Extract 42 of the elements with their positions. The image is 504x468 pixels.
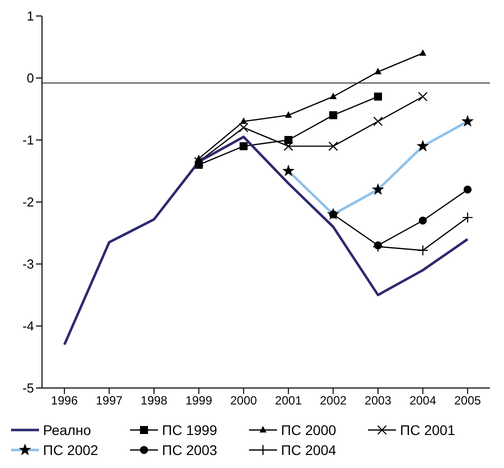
- y-tick-label: 1: [26, 8, 34, 24]
- legend-label: ПС 1999: [162, 422, 218, 438]
- point: [194, 160, 203, 169]
- point: [373, 116, 383, 126]
- x-tick-label: 2004: [409, 394, 436, 408]
- point: [418, 216, 427, 225]
- point: [418, 92, 428, 102]
- x-tick-label: 1999: [185, 394, 212, 408]
- x-tick-label: 2000: [230, 394, 258, 408]
- legend-label: ПС 2002: [43, 442, 98, 458]
- point: [464, 186, 472, 194]
- legend-label: ПС 2003: [162, 442, 218, 458]
- x-tick-label: 2002: [320, 394, 347, 408]
- x-tick-label: 2005: [454, 394, 482, 408]
- point: [330, 92, 337, 100]
- x-tick-label: 1998: [140, 394, 168, 408]
- y-tick-label: -3: [22, 256, 34, 272]
- point: [374, 92, 382, 101]
- x-tick-label: 2003: [364, 394, 392, 408]
- y-tick-label: -1: [22, 132, 34, 148]
- y-tick-label: -2: [22, 194, 34, 210]
- point: [284, 111, 292, 118]
- y-tick-label: -4: [22, 318, 34, 334]
- legend-label: ПС 2004: [281, 442, 336, 458]
- y-tick-label: -5: [22, 380, 34, 396]
- point: [419, 49, 426, 56]
- x-tick-label: 2001: [275, 394, 302, 408]
- line-series: [63, 136, 469, 346]
- point: [374, 241, 382, 250]
- point: [374, 68, 382, 74]
- x-tick-label: 1997: [96, 394, 123, 408]
- legend-label: ПС 2000: [281, 422, 336, 438]
- point: [195, 154, 202, 162]
- legend-label: ПС 2001: [400, 422, 456, 438]
- point: [240, 117, 248, 124]
- x-tick-label: 1996: [51, 394, 78, 408]
- point: [329, 111, 338, 120]
- point: [328, 142, 338, 151]
- legend-label: Реално: [43, 422, 91, 438]
- point: [240, 142, 248, 150]
- point: [284, 136, 292, 144]
- y-tick-label: 0: [26, 70, 34, 86]
